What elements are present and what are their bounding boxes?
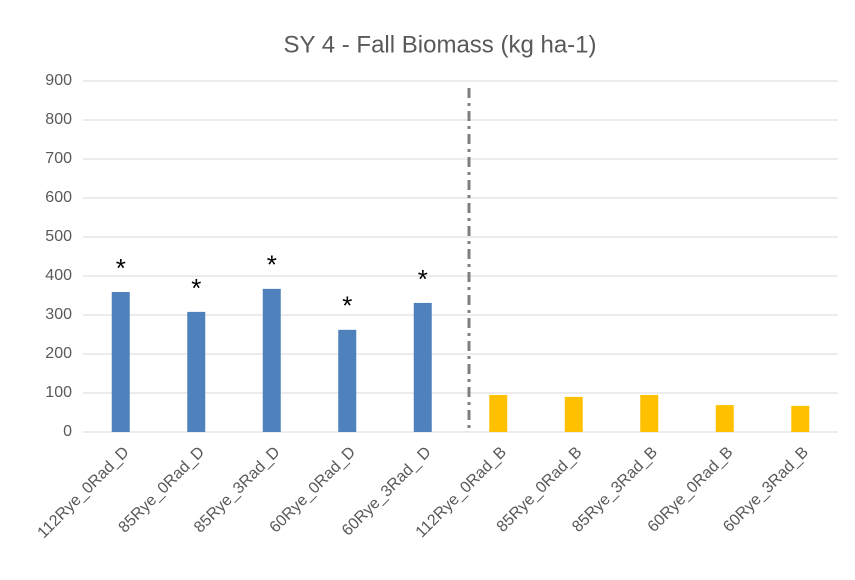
y-tick-label: 400: [45, 267, 72, 284]
bar: [413, 302, 432, 432]
bar-annotation: *: [191, 273, 201, 303]
y-tick-label: 600: [45, 189, 72, 206]
bar: [791, 405, 810, 432]
bar: [187, 311, 206, 432]
y-tick-label: 200: [45, 345, 72, 362]
y-tick-label: 0: [63, 423, 72, 440]
bar-annotation: *: [116, 253, 126, 283]
bar: [564, 396, 583, 432]
bar: [489, 394, 508, 432]
bar-annotation: *: [418, 264, 428, 294]
bar-annotation: *: [267, 250, 277, 280]
y-tick-label: 500: [45, 228, 72, 245]
bar: [338, 329, 357, 432]
chart-title: SY 4 - Fall Biomass (kg ha-1): [284, 31, 597, 58]
bar: [640, 394, 659, 432]
y-tick-label: 700: [45, 150, 72, 167]
y-tick-label: 900: [45, 72, 72, 89]
bar: [715, 405, 734, 432]
y-tick-label: 800: [45, 111, 72, 128]
y-tick-label: 300: [45, 306, 72, 323]
y-tick-label: 100: [45, 384, 72, 401]
bar: [111, 291, 130, 432]
bar: [262, 288, 281, 432]
bar-annotation: *: [342, 291, 352, 321]
